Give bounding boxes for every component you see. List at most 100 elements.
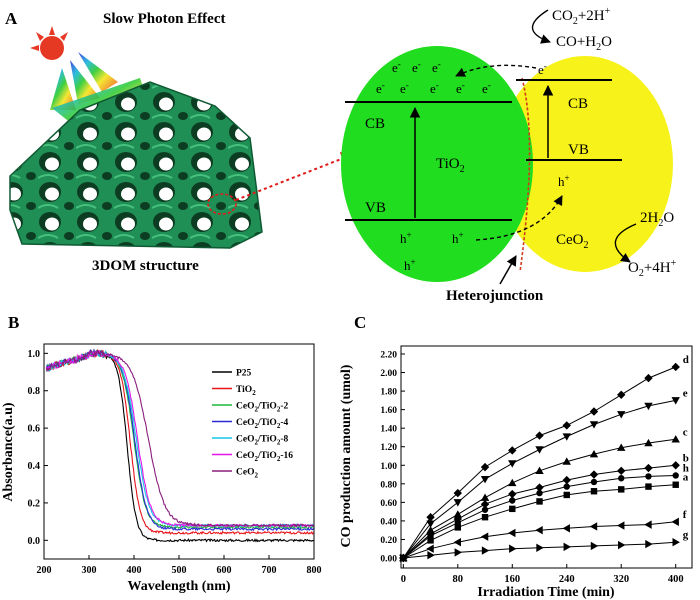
data-point <box>672 538 680 547</box>
y-tick-label: 0.6 <box>28 424 41 435</box>
data-point <box>671 461 680 470</box>
data-point <box>481 506 489 513</box>
tio2-ellipse <box>341 46 533 282</box>
x-axis-label: Wavelength (nm) <box>127 579 230 594</box>
zoom-circle <box>207 193 237 215</box>
series-label: g <box>683 529 689 541</box>
data-point <box>508 446 517 455</box>
x-tick-label: 800 <box>307 565 322 576</box>
tio2-label: TiO2 <box>436 156 465 175</box>
data-point <box>535 431 544 440</box>
data-point <box>671 435 680 443</box>
series-line <box>46 349 314 530</box>
data-point <box>427 551 435 560</box>
electron: e- <box>392 59 401 75</box>
electron: e- <box>376 80 385 96</box>
legend-label: CeO2/TiO2-2 <box>236 402 288 414</box>
data-point <box>562 475 571 485</box>
tio2-cb-label: CB <box>365 116 385 132</box>
data-point <box>535 446 544 454</box>
reaction-h2o-arrow <box>614 223 637 263</box>
structure-caption: 3DOM structure <box>92 258 199 274</box>
3dom-structure-illustration <box>9 81 356 249</box>
y-tick-label: 1.60 <box>380 406 397 416</box>
data-point <box>426 513 435 522</box>
panel-a-label: A <box>5 9 18 28</box>
data-point <box>562 457 571 465</box>
y-tick-label: 1.40 <box>380 425 397 435</box>
data-point <box>481 514 489 521</box>
y-tick-label: 0.0 <box>28 536 41 547</box>
data-point <box>589 421 599 429</box>
reaction-co2-product: CO+H2O <box>556 34 612 53</box>
y-tick-label: 0.2 <box>28 498 41 509</box>
y-tick-label: 2.00 <box>380 369 397 379</box>
heterojunction-label: Heterojunction <box>446 288 544 304</box>
data-point <box>426 544 434 553</box>
reaction-co2-arrow <box>531 9 551 44</box>
series-label: h <box>683 462 689 474</box>
data-point <box>672 481 679 488</box>
x-tick-label: 400 <box>668 574 684 585</box>
data-point <box>535 525 543 535</box>
panel-b-label: B <box>8 313 19 332</box>
ceo2-cb-label: CB <box>568 96 588 112</box>
data-point <box>427 537 434 544</box>
x-tick-label: 400 <box>127 565 142 576</box>
series-line <box>45 349 315 528</box>
electron: e- <box>538 61 547 77</box>
data-point <box>589 407 599 416</box>
tio2-vb-label: VB <box>365 200 386 216</box>
data-point <box>535 466 544 475</box>
hole: h+ <box>400 230 412 246</box>
x-tick-label: 160 <box>504 574 520 585</box>
x-tick-label: 300 <box>82 565 97 576</box>
data-point <box>453 488 463 498</box>
data-point <box>480 475 490 484</box>
data-point <box>426 525 435 534</box>
data-point <box>644 520 652 529</box>
data-point <box>480 532 489 541</box>
data-point <box>563 542 571 552</box>
hole-transfer-arrow <box>475 195 563 241</box>
band-diagram: CB VB TiO2 CB VB CeO2 e- e- e- e- e- e- … <box>341 6 677 304</box>
data-point <box>618 486 625 493</box>
data-point <box>508 528 516 538</box>
plot-frame <box>400 345 693 569</box>
electron: e- <box>400 80 409 96</box>
series-label: b <box>683 452 689 464</box>
electron: e- <box>430 80 439 96</box>
y-axis-label: Absorbance(a.u) <box>1 402 16 502</box>
legend-label: P25 <box>236 369 252 379</box>
data-point <box>562 421 571 430</box>
holes: h+ h+ h+ h+ <box>400 173 570 273</box>
x-tick-label: 500 <box>172 565 187 576</box>
data-point <box>590 488 598 495</box>
data-point <box>617 521 625 530</box>
data-point <box>563 483 570 490</box>
series-label: e <box>683 387 688 399</box>
heterojunction-arrow <box>499 255 517 285</box>
x-axis-label: Irradiation Time (min) <box>477 585 614 600</box>
legend-label: CeO2 <box>236 468 258 480</box>
data-point <box>617 443 626 451</box>
data-point <box>645 473 652 480</box>
y-tick-label: 0.60 <box>380 499 397 509</box>
data-point <box>535 483 544 492</box>
data-point <box>453 538 462 547</box>
reaction-h2o-reactant: 2H2O <box>640 210 674 229</box>
x-tick-label: 240 <box>559 574 575 585</box>
data-point <box>509 505 516 513</box>
sun-icon <box>30 26 68 60</box>
y-tick-label: 0.8 <box>28 386 41 397</box>
data-point <box>617 411 626 419</box>
data-point <box>562 433 571 441</box>
data-point <box>590 478 598 486</box>
series-label: f <box>683 509 687 521</box>
electron: e- <box>456 80 465 96</box>
legend-label: CeO2/TiO2-16 <box>236 451 293 463</box>
data-point <box>508 478 517 487</box>
x-tick-label: 700 <box>262 565 277 576</box>
y-axis-label: CO production amount (umol) <box>339 364 354 547</box>
